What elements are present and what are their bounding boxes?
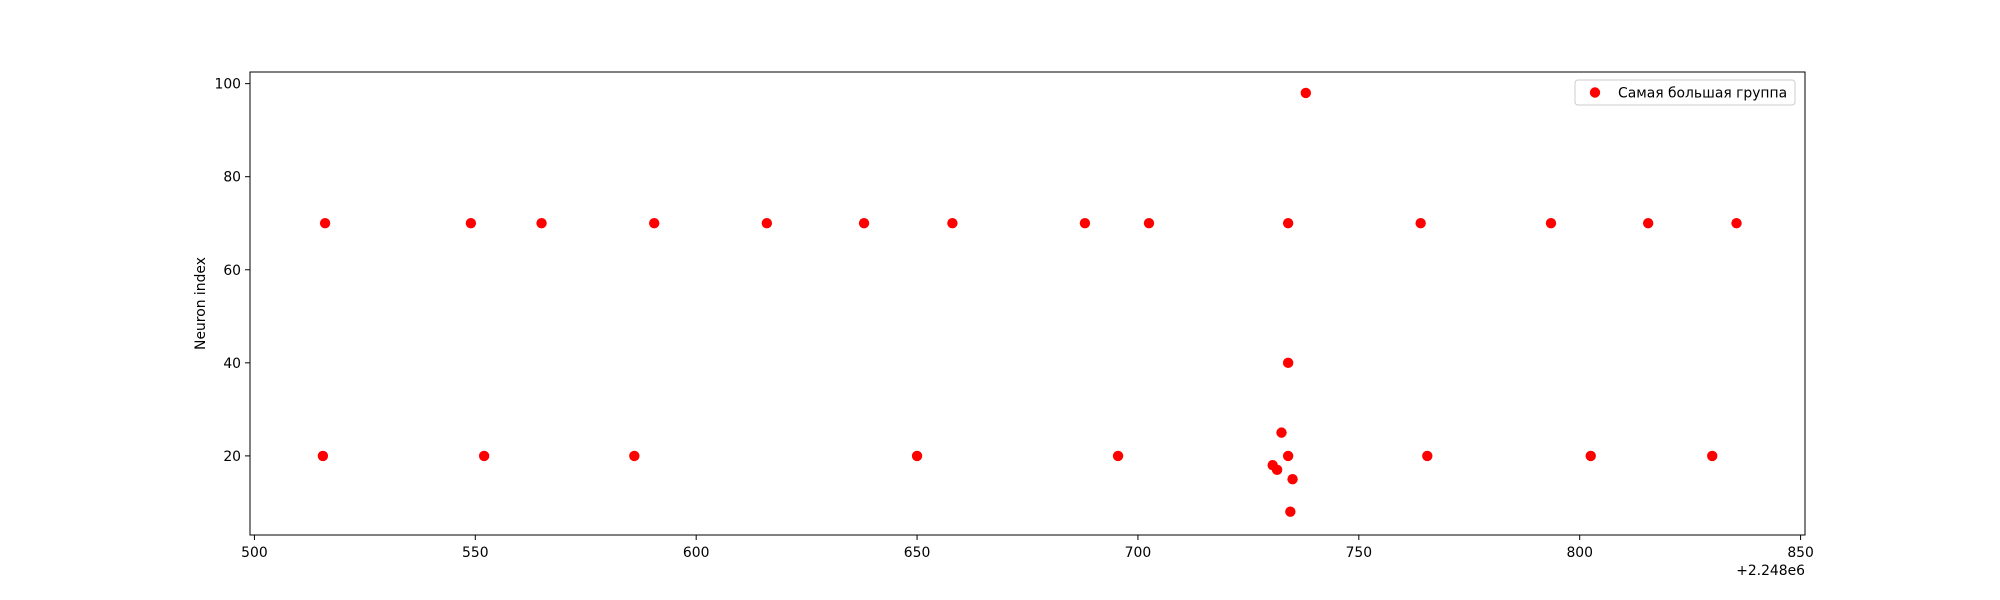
data-point <box>536 218 547 229</box>
data-point <box>858 218 870 229</box>
data-point <box>1282 450 1294 462</box>
x-tick-label: 600 <box>683 545 710 561</box>
y-tick-label: 80 <box>223 170 241 186</box>
plot-frame <box>249 71 1806 536</box>
data-points <box>317 87 1742 517</box>
data-point <box>1276 427 1287 438</box>
data-point <box>478 450 490 462</box>
data-point <box>649 218 660 229</box>
data-point <box>761 218 773 229</box>
data-point <box>1282 357 1294 369</box>
legend-box <box>1574 79 1796 106</box>
data-point <box>1079 218 1091 229</box>
data-point <box>947 218 958 229</box>
y-tick-label: 40 <box>223 356 241 372</box>
y-tick-label: 20 <box>223 449 241 465</box>
data-point <box>1287 473 1298 485</box>
x-tick-label: 850 <box>1787 545 1814 561</box>
x-tick-label: 700 <box>1125 545 1152 561</box>
legend-marker <box>1589 87 1601 98</box>
x-tick-label: 550 <box>462 545 489 561</box>
data-point <box>1415 218 1426 229</box>
data-point <box>317 450 329 462</box>
data-point <box>1112 450 1124 462</box>
data-point <box>1285 506 1296 517</box>
data-point <box>1707 450 1718 462</box>
data-point <box>319 218 331 229</box>
data-point <box>465 218 477 229</box>
data-point <box>1143 218 1155 229</box>
x-tick-label: 800 <box>1566 545 1593 561</box>
x-axis-offset-label: +2.248e6 <box>1736 563 1805 579</box>
x-tick-label: 750 <box>1346 545 1373 561</box>
data-point <box>1642 218 1654 229</box>
data-point <box>1271 464 1283 476</box>
data-point <box>911 450 923 462</box>
x-tick-label: 650 <box>904 545 931 561</box>
data-point <box>1422 450 1433 462</box>
legend: Самая большая группа <box>1574 79 1796 106</box>
y-tick-label: 100 <box>214 77 241 93</box>
data-point <box>1585 450 1596 462</box>
y-tick-label: 60 <box>223 263 241 279</box>
y-axis-label: Neuron index <box>193 257 209 350</box>
y-axis-ticks: 20 40 60 80 100 <box>214 77 250 465</box>
data-point <box>1300 87 1312 99</box>
x-axis-ticks: 500 550 600 650 700 750 800 850 <box>241 535 1814 561</box>
data-point <box>1545 218 1557 229</box>
data-point <box>1731 218 1742 229</box>
data-point <box>629 450 640 462</box>
data-point <box>1282 218 1294 229</box>
x-tick-label: 500 <box>241 545 268 561</box>
legend-label: Самая большая группа <box>1618 86 1787 102</box>
